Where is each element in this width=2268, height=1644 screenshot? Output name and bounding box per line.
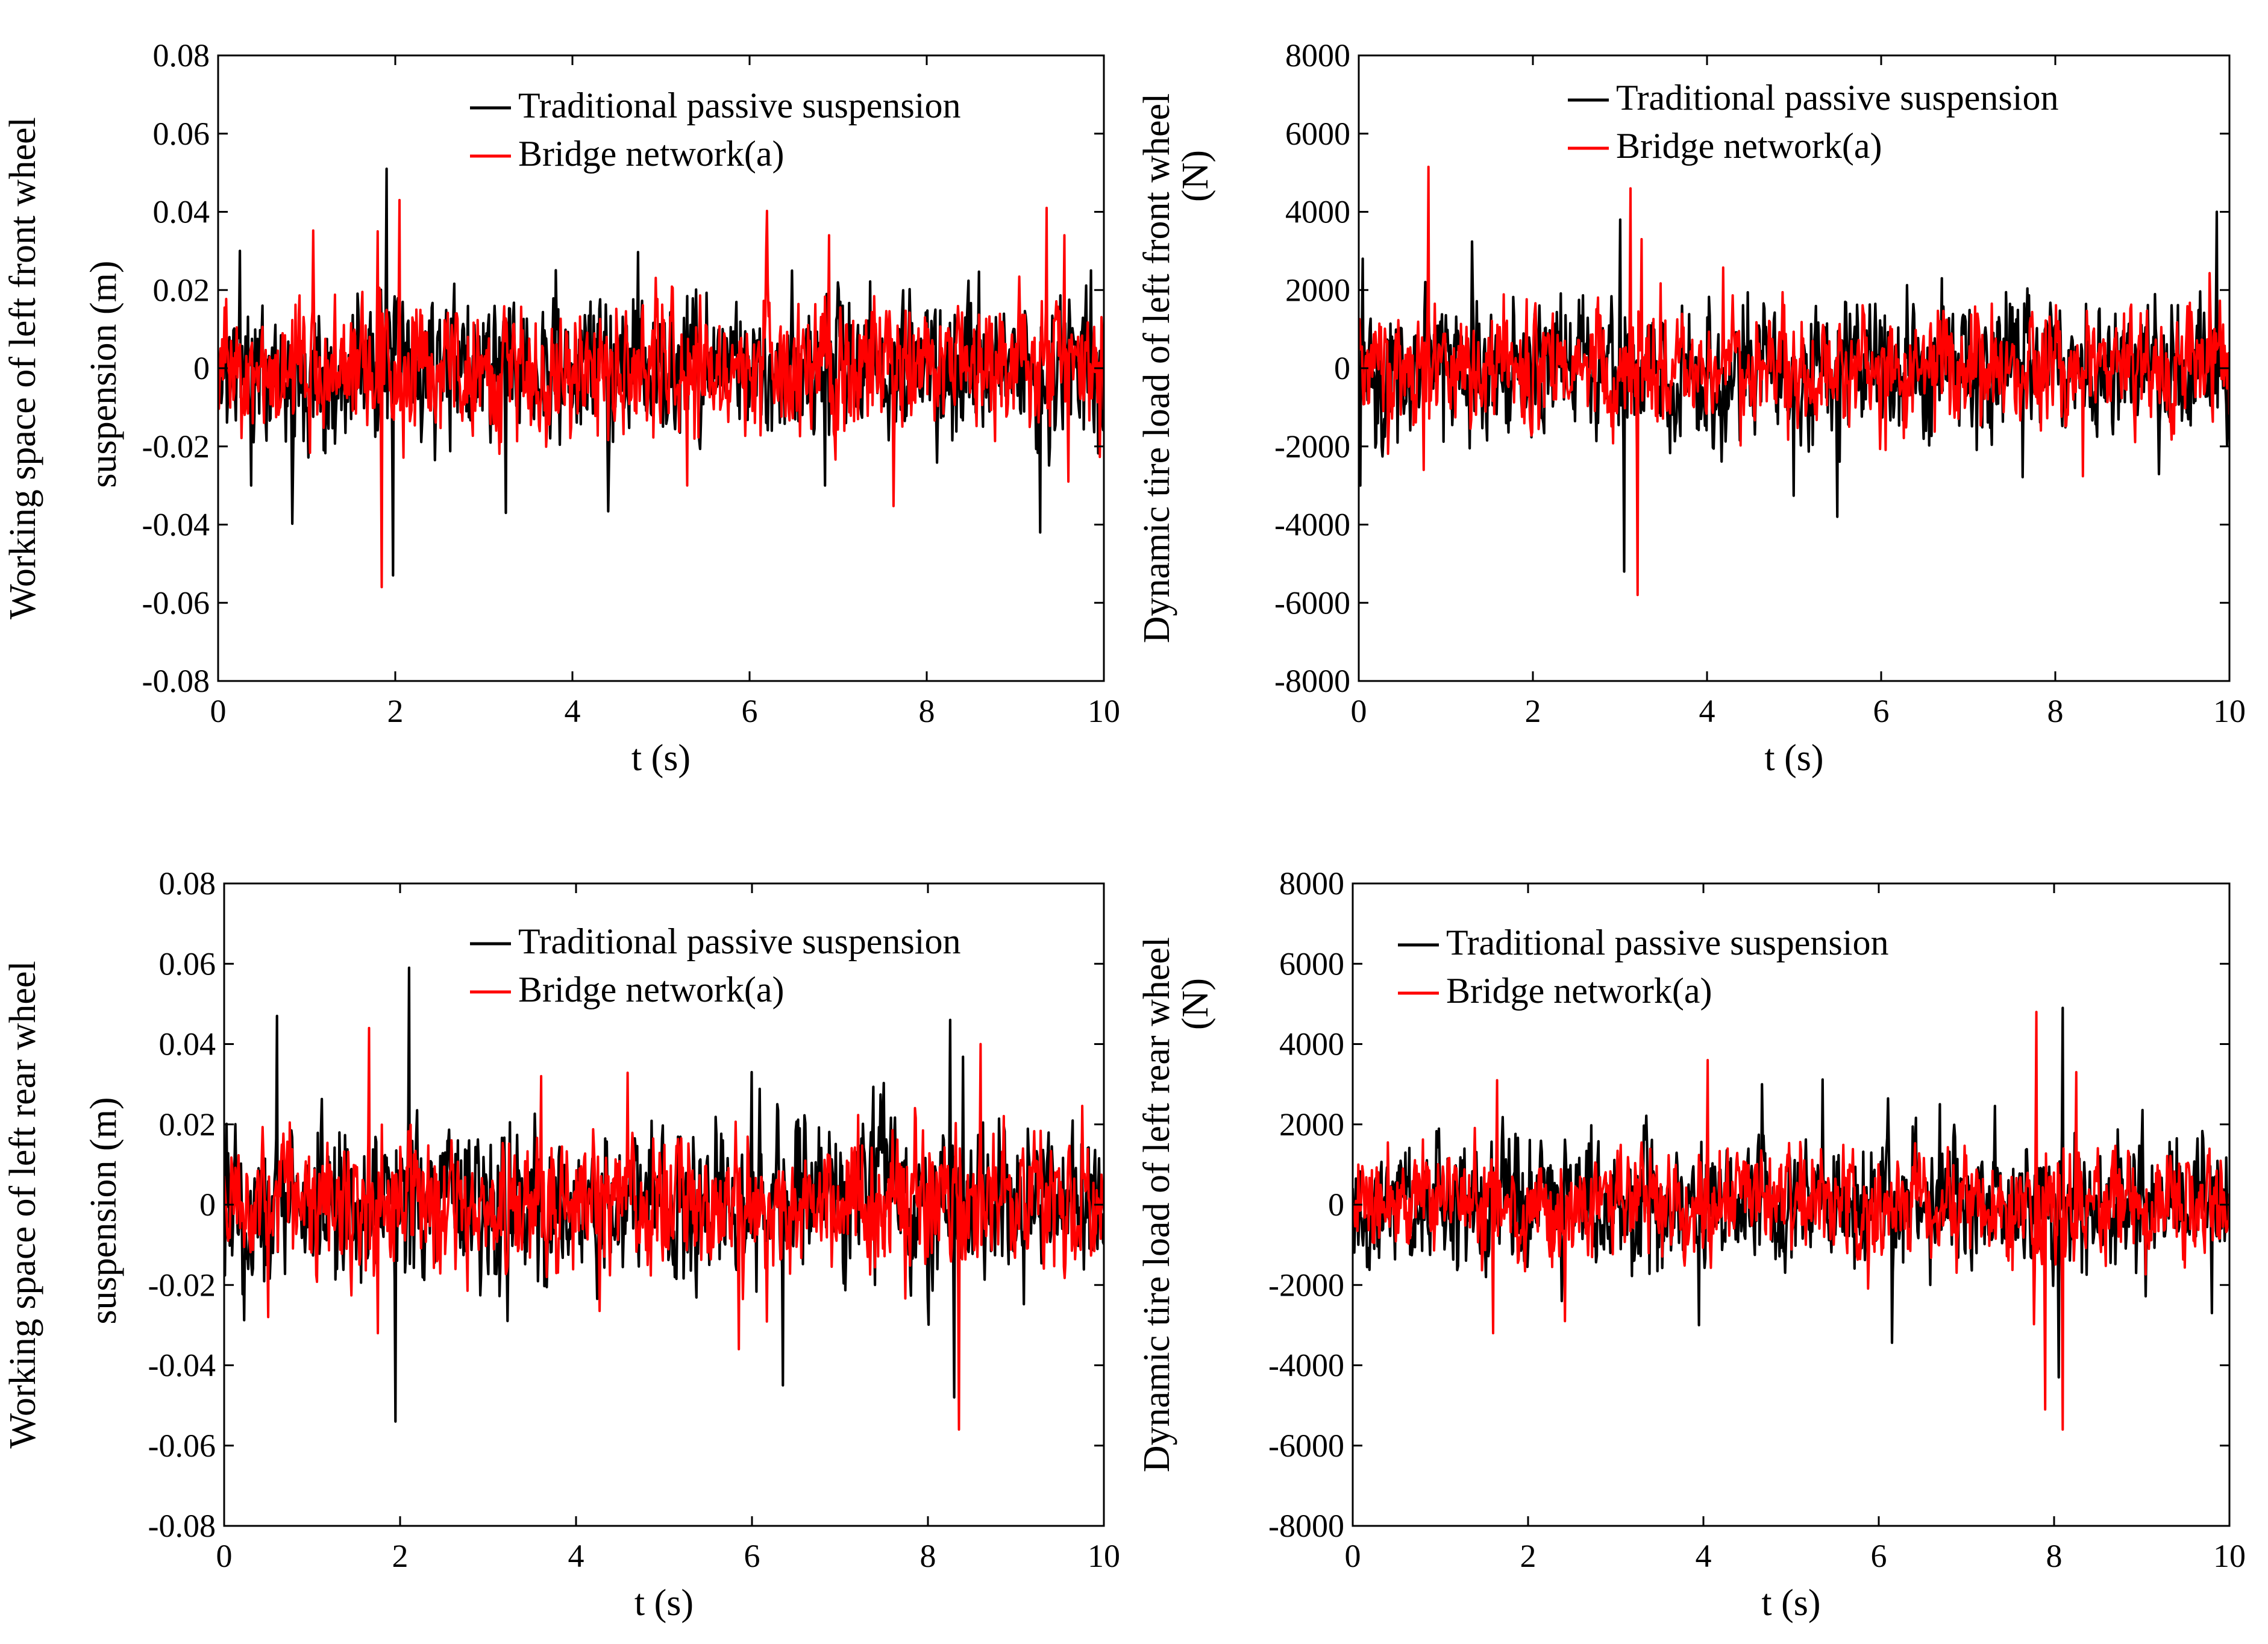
x-tick-label: 10	[1088, 1538, 1120, 1574]
y-tick-label: -6000	[1268, 1428, 1344, 1464]
x-tick-label: 0	[1345, 1538, 1361, 1574]
y-tick-label: 8000	[1279, 865, 1344, 902]
legend-label-bridge-network-a: Bridge network(a)	[1616, 126, 1882, 166]
chart-svg: 0 2 4 6 8 10 -8000 -6000 -4000 -2000 0 2000 4000 6000…	[1136, 865, 2246, 1624]
y-tick-label: 0.08	[159, 865, 216, 902]
y-tick-label: -2000	[1268, 1267, 1344, 1303]
x-tick-label: 10	[2213, 1538, 2246, 1574]
legend-label-traditional-passive-suspension: Traditional passive suspension	[518, 921, 960, 961]
y-tick-label: 8000	[1285, 37, 1350, 74]
legend-label-traditional-passive-suspension: Traditional passive suspension	[518, 86, 960, 125]
x-tick-label: 10	[1088, 693, 1120, 729]
legend-label-traditional-passive-suspension: Traditional passive suspension	[1616, 78, 2058, 118]
legend-label-bridge-network-a: Bridge network(a)	[518, 970, 785, 1009]
y-tick-label: 0	[193, 350, 210, 386]
y-tick-label: 0.02	[159, 1106, 216, 1143]
x-tick-label: 4	[1699, 693, 1715, 729]
y-tick-label: 4000	[1285, 194, 1350, 230]
legend-label-bridge-network-a: Bridge network(a)	[518, 134, 785, 174]
x-tick-label: 2	[387, 693, 404, 729]
y-tick-label: -0.06	[142, 585, 210, 621]
y-tick-label: -4000	[1274, 507, 1350, 543]
y-axis-label-line-2: suspension (m)	[83, 1097, 124, 1324]
y-tick-label: -0.02	[148, 1267, 216, 1303]
x-tick-label: 8	[2046, 1538, 2063, 1574]
x-tick-label: 6	[1873, 693, 1890, 729]
x-tick-label: 6	[744, 1538, 760, 1574]
y-tick-label: 6000	[1285, 116, 1350, 152]
x-tick-label: 10	[2213, 693, 2246, 729]
chart-left-rear-tire-load: 0 2 4 6 8 10 -8000 -6000 -4000 -2000 0 2000 4000 6000…	[1134, 822, 2268, 1644]
x-tick-label: 4	[1696, 1538, 1712, 1574]
x-tick-label: 6	[742, 693, 758, 729]
y-tick-label: 0.06	[159, 946, 216, 982]
y-axis-label-line-2: (N)	[1175, 978, 1216, 1030]
x-tick-label: 0	[210, 693, 227, 729]
y-tick-label: 0	[1328, 1187, 1344, 1223]
x-tick-label: 8	[920, 1538, 936, 1574]
y-tick-label: -0.02	[142, 428, 210, 465]
x-tick-label: 0	[1351, 693, 1367, 729]
y-tick-label: -6000	[1274, 585, 1350, 621]
y-axis-label: Dynamic tire load of left front wheel	[1136, 93, 1177, 643]
y-tick-label: -0.08	[142, 663, 210, 699]
legend-label-bridge-network-a: Bridge network(a)	[1446, 971, 1712, 1011]
y-tick-label: -0.04	[148, 1348, 216, 1384]
x-tick-label: 0	[216, 1538, 233, 1574]
y-tick-label: 0	[1334, 350, 1350, 386]
x-axis-label: t (s)	[1764, 738, 1823, 779]
y-tick-label: 0.06	[153, 116, 210, 152]
x-tick-label: 2	[1520, 1538, 1537, 1574]
y-tick-label: 0	[199, 1187, 216, 1223]
y-tick-label: 4000	[1279, 1026, 1344, 1062]
y-tick-label: -0.06	[148, 1428, 216, 1464]
x-tick-label: 8	[2047, 693, 2064, 729]
x-tick-label: 6	[1871, 1538, 1887, 1574]
y-tick-label: -2000	[1274, 428, 1350, 465]
y-tick-label: 0.02	[153, 272, 210, 308]
y-tick-label: 0.04	[153, 194, 210, 230]
y-tick-label: -8000	[1268, 1508, 1344, 1544]
y-tick-label: 0.04	[159, 1026, 216, 1062]
y-tick-label: -8000	[1274, 663, 1350, 699]
x-tick-label: 2	[392, 1538, 409, 1574]
y-tick-label: 6000	[1279, 946, 1344, 982]
y-tick-label: 2000	[1279, 1106, 1344, 1143]
y-axis-label: Working space of left front wheel	[2, 117, 43, 619]
x-axis-label: t (s)	[631, 738, 691, 779]
y-axis-label: Working space of left rear wheel	[2, 961, 43, 1448]
y-axis-label-line-2: suspension (m)	[83, 260, 124, 488]
y-tick-label: -0.04	[142, 507, 210, 543]
series-line-bridge-network-a	[224, 1026, 1104, 1431]
y-tick-label: 0.08	[153, 37, 210, 74]
x-axis-label: t (s)	[634, 1583, 694, 1624]
series-line-bridge-network-a	[1353, 1011, 2229, 1431]
y-axis-label: Dynamic tire load of left rear wheel	[1136, 937, 1177, 1472]
x-tick-label: 2	[1525, 693, 1541, 729]
y-tick-label: 2000	[1285, 272, 1350, 308]
x-axis-label: t (s)	[1761, 1583, 1820, 1624]
chart-left-rear-working-space: 0 2 4 6 8 10 -0.08 -0.06 -0.04 -0.02 0 0.02 0.04 0.06…	[0, 822, 1134, 1644]
legend-label-traditional-passive-suspension: Traditional passive suspension	[1446, 923, 1888, 962]
y-axis-label-line-2: (N)	[1175, 150, 1216, 202]
chart-left-front-tire-load: 0 2 4 6 8 10 -8000 -6000 -4000 -2000 0 2000 4000 6000…	[1134, 0, 2268, 822]
x-tick-label: 4	[565, 693, 581, 729]
chart-svg: 0 2 4 6 8 10 -0.08 -0.06 -0.04 -0.02 0 0.02 0.04 0.06…	[2, 865, 1120, 1624]
x-tick-label: 4	[568, 1538, 584, 1574]
series-line-bridge-network-a	[1359, 165, 2229, 597]
series-line-bridge-network-a	[218, 199, 1104, 589]
y-tick-label: -0.08	[148, 1508, 216, 1544]
chart-svg: 0 2 4 6 8 10 -8000 -6000 -4000 -2000 0 2000 4000 6000…	[1136, 37, 2246, 779]
x-tick-label: 8	[919, 693, 935, 729]
chart-svg: 0 2 4 6 8 10 -0.08 -0.06 -0.04 -0.02 0 0.02 0.04 0.06…	[2, 37, 1120, 779]
y-tick-label: -4000	[1268, 1348, 1344, 1384]
chart-left-front-working-space: 0 2 4 6 8 10 -0.08 -0.06 -0.04 -0.02 0 0.02 0.04 0.06…	[0, 0, 1134, 822]
